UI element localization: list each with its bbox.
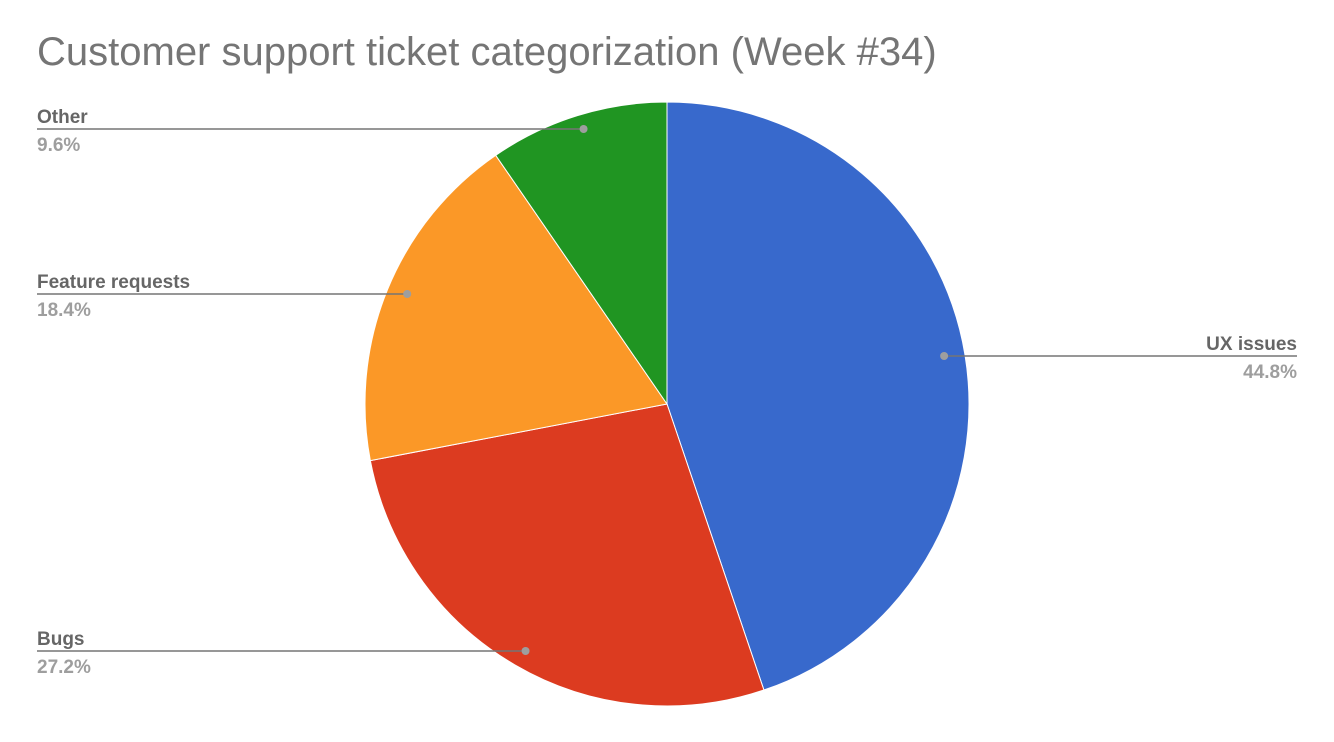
- slice-label: Other: [37, 107, 88, 128]
- slice-percent: 44.8%: [1243, 362, 1297, 383]
- pie-slice-feature-requests: [364, 154, 668, 462]
- leader-dot: [579, 125, 588, 133]
- chart-title: Customer support ticket categorization (…: [37, 30, 937, 74]
- slice-percent: 27.2%: [37, 657, 91, 678]
- slice-percent: 9.6%: [37, 135, 80, 156]
- leader-dot: [521, 647, 530, 655]
- leader-dot: [403, 290, 412, 298]
- slice-label: Feature requests: [37, 272, 190, 293]
- slice-label: Bugs: [37, 629, 85, 650]
- leader-dot: [940, 352, 949, 360]
- slice-labels: UX issues 44.8% Bugs 27.2% Feature requests 1…: [37, 107, 1297, 678]
- pie-slice-other: [494, 101, 668, 406]
- pie-slice-ux-issues: [666, 101, 970, 691]
- slice-percent: 18.4%: [37, 300, 91, 321]
- slice-label: UX issues: [1206, 334, 1297, 355]
- pie-slice-bugs: [369, 403, 765, 707]
- pie-slices: [364, 101, 970, 707]
